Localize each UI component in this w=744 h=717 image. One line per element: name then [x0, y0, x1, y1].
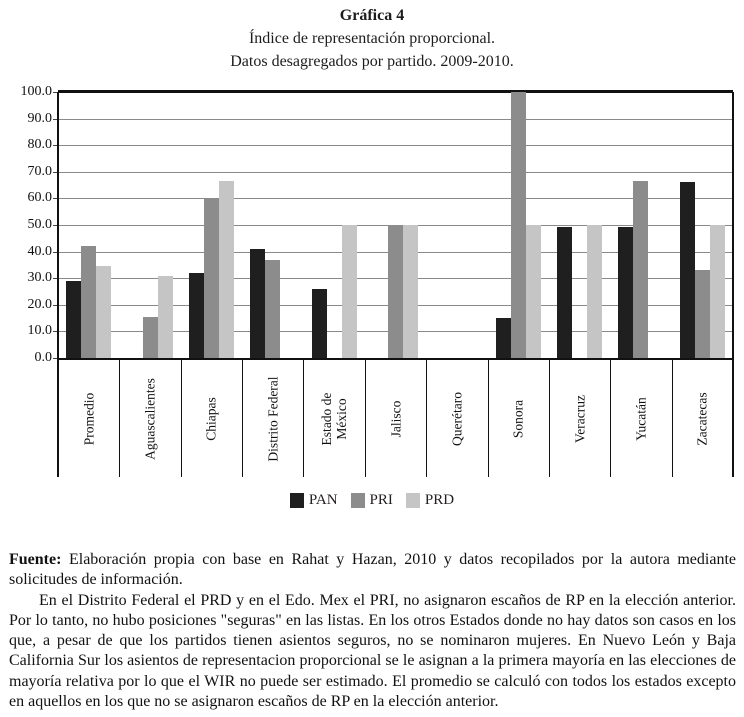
y-axis-tick [53, 304, 58, 306]
category-separator [426, 358, 428, 477]
legend-swatch-prd [405, 493, 420, 508]
legend-label-pri: PRI [369, 492, 393, 508]
legend-item-pri: PRI [350, 492, 393, 509]
y-axis-label: 90.0 [27, 110, 53, 126]
category-separator [610, 358, 612, 477]
y-axis-label: 0.0 [34, 350, 53, 365]
gridline-60 [58, 198, 733, 200]
legend-item-prd: PRD [405, 492, 455, 509]
y-axis-label: 40.0 [27, 243, 53, 259]
category-label-9: Veracruz [572, 394, 588, 443]
legend-swatch-pan [289, 493, 304, 508]
category-separator [242, 358, 244, 477]
category-label-7: Querétaro [449, 391, 465, 446]
chart-bar-pan-5 [311, 288, 327, 358]
source-paragraph: Fuente: Elaboración propia con base en R… [9, 550, 736, 591]
chart-title: Gráfica 4 [339, 7, 405, 24]
y-axis-tick [53, 198, 58, 200]
category-label-11: Zacatecas [694, 391, 710, 446]
chart-bar-pan-9 [557, 226, 573, 358]
y-axis-tick [53, 118, 58, 120]
category-separator [180, 358, 182, 477]
gridline-100 [58, 90, 733, 93]
legend-label-pan: PAN [308, 492, 338, 508]
y-axis-label: 100.0 [20, 84, 53, 99]
chart-subtitle-line2: Datos desagregados por partido. 2009-201… [230, 53, 514, 70]
chart-bar-prd-11 [709, 225, 725, 358]
gridline-90 [58, 118, 733, 120]
gridline-0 [58, 358, 733, 360]
chart-bar-pri-8 [510, 92, 526, 358]
y-axis-tick [53, 145, 58, 147]
y-axis-label: 80.0 [27, 137, 53, 153]
chart-bar-prd-9 [587, 225, 603, 358]
figure-footer: Fuente: Elaboración propia con base en R… [9, 550, 736, 712]
gridline-80 [58, 145, 733, 147]
y-axis-tick [53, 171, 58, 173]
legend-item-pan: PAN [289, 492, 338, 509]
source-text: Elaboración propia con base en Rahat y H… [9, 551, 736, 589]
chart-bar-pan-3 [188, 272, 204, 358]
category-label-10: Yucatán [633, 396, 649, 441]
note-paragraph: En el Distrito Federal el PRD y en el Ed… [9, 591, 736, 711]
y-axis-tick [53, 278, 58, 280]
y-axis-tick [53, 92, 58, 93]
chart-bar-pan-10 [618, 226, 634, 358]
category-label-1: Promedio [81, 392, 97, 445]
chart-bar-pan-11 [679, 182, 695, 358]
chart-bar-prd-2 [157, 276, 173, 358]
chart-bar-prd-1 [96, 265, 112, 358]
chart-bar-pan-8 [495, 318, 511, 358]
y-axis-label: 60.0 [27, 190, 53, 206]
y-axis-label: 50.0 [27, 217, 53, 232]
chart-bar-pri-11 [694, 270, 710, 358]
chart-bar-prd-3 [218, 180, 234, 358]
chart-legend: PAN PRI PRD [0, 492, 744, 509]
legend-label-prd: PRD [424, 492, 455, 508]
chart-bar-pri-2 [142, 317, 158, 358]
source-label: Fuente: [9, 551, 62, 568]
legend-swatch-pri [350, 493, 365, 508]
chart-bar-pan-1 [66, 280, 82, 358]
category-label-5: Estado de México [319, 392, 350, 445]
chart-bar-pri-1 [81, 246, 97, 358]
bar-chart: 0.0 10.0 20.0 30.0 40.0 50.0 60.0 70.0 80.0 90.0 1… [20, 84, 734, 477]
category-label-8: Sonora [510, 399, 526, 438]
chart-bar-pri-4 [265, 259, 281, 358]
category-separator [119, 358, 121, 477]
category-separator [487, 358, 489, 477]
chart-bar-prd-6 [403, 225, 418, 358]
y-axis-label: 10.0 [27, 323, 53, 339]
category-label-4: Distrito Federal [265, 375, 281, 462]
chart-bar-prd-8 [525, 225, 541, 358]
y-axis-label: 20.0 [27, 296, 53, 312]
category-label-6: Jalisco [388, 400, 403, 437]
category-label-2: Aguascalientes [142, 377, 158, 460]
gridline-70 [58, 171, 733, 173]
y-axis-tick [53, 225, 58, 226]
chart-bar-pri-6 [388, 225, 403, 358]
y-axis-tick [53, 358, 58, 359]
category-separator [364, 358, 366, 477]
y-axis-label: 30.0 [27, 270, 53, 286]
y-axis-tick [53, 331, 58, 333]
chart-subtitle-line1: Índice de representación proporcional. [248, 30, 496, 47]
plot-right-border [732, 92, 734, 477]
category-separator [303, 358, 305, 477]
y-axis-line [57, 92, 59, 477]
category-separator [548, 358, 550, 477]
chart-bar-prd-5 [341, 225, 357, 358]
chart-bar-pri-3 [203, 198, 219, 358]
chart-bar-pan-4 [250, 248, 266, 358]
category-label-3: Chiapas [203, 396, 219, 441]
chart-bar-pri-10 [633, 180, 649, 358]
chart-title-block: Gráfica 4 Índice de representación propo… [0, 4, 744, 73]
y-axis-label: 70.0 [27, 163, 53, 179]
y-axis-tick [53, 251, 58, 253]
category-separator [671, 358, 673, 477]
